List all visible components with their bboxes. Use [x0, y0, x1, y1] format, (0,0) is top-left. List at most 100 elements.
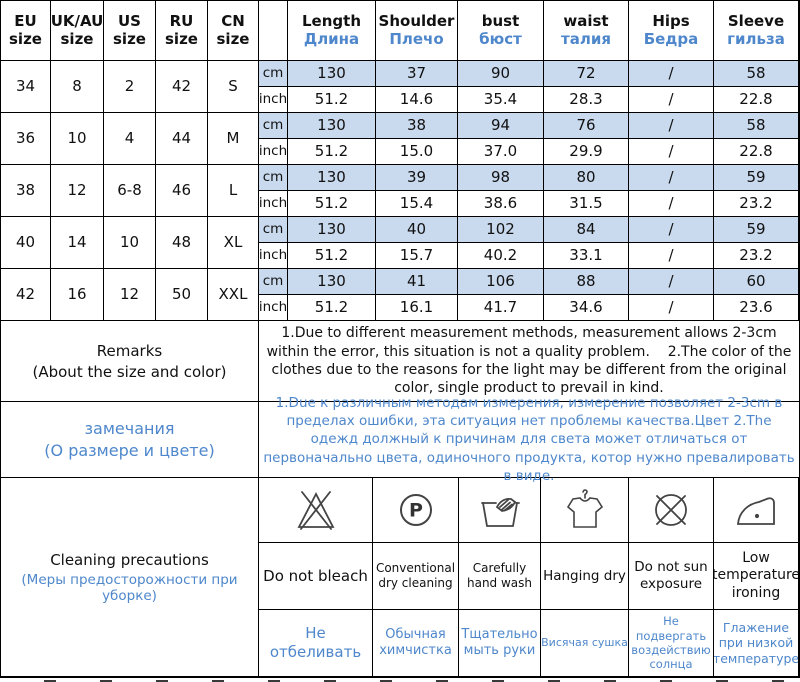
measurement-value: /	[629, 165, 714, 191]
remarks-ru-title: замечания	[84, 419, 175, 438]
size-id-cell: 42	[156, 61, 208, 113]
header-ru-size: RU size	[156, 1, 208, 61]
measurement-value: 15.0	[376, 139, 458, 165]
measurement-value: 39	[376, 165, 458, 191]
unit-label: inch	[259, 191, 288, 217]
header-waist-ru: талия	[561, 29, 611, 48]
measurement-value: /	[629, 269, 714, 295]
cleaning-label-en: Do not bleach	[259, 543, 373, 610]
measurement-value: 41.7	[458, 295, 544, 321]
unit-label: cm	[259, 217, 288, 243]
header-waist-en: waist	[563, 12, 609, 31]
measurement-value: 130	[288, 113, 376, 139]
size-id-cell: 48	[156, 217, 208, 269]
measurement-value: 51.2	[288, 295, 376, 321]
header-length-en: Length	[302, 12, 361, 31]
measurement-value: 98	[458, 165, 544, 191]
header-eu-size: EU size	[1, 1, 51, 61]
low-iron-icon	[714, 478, 799, 543]
cleaning-label-en: Do not sun exposure	[629, 543, 714, 610]
unit-label: cm	[259, 113, 288, 139]
size-id-cell: 2	[104, 61, 156, 113]
no-sun-exposure-icon	[629, 478, 714, 543]
measurement-value: 84	[544, 217, 629, 243]
header-sleeve-en: Sleeve	[727, 12, 785, 31]
size-id-cell: 6-8	[104, 165, 156, 217]
header-unit-spacer	[259, 1, 288, 61]
size-id-cell: 10	[51, 113, 104, 165]
size-id-cell: 50	[156, 269, 208, 321]
unit-label: cm	[259, 61, 288, 87]
unit-label: inch	[259, 87, 288, 113]
size-id-cell: 16	[51, 269, 104, 321]
remarks-ru-section: замечания (О размере и цвете) 1.Due к ра…	[1, 395, 799, 484]
cleaning-subtitle: (Меры предосторожности при уборке)	[21, 571, 238, 604]
measurement-value: 38.6	[458, 191, 544, 217]
measurement-value: /	[629, 295, 714, 321]
measurement-value: 80	[544, 165, 629, 191]
do-not-bleach-icon	[259, 478, 373, 543]
measurement-value: 51.2	[288, 191, 376, 217]
size-id-cell: 42	[1, 269, 51, 321]
header-bust-ru: бюст	[479, 29, 522, 48]
cropped-bottom-edge	[0, 678, 800, 682]
header-hips: Hips Бедра	[629, 1, 714, 61]
dry-clean-p-icon: P	[373, 478, 459, 543]
measurement-value: 130	[288, 165, 376, 191]
cleaning-grid: P	[259, 478, 799, 677]
measurement-value: 51.2	[288, 87, 376, 113]
measurement-value: /	[629, 191, 714, 217]
remarks-subtitle: (About the size and color)	[32, 362, 227, 381]
measurement-value: 34.6	[544, 295, 629, 321]
measurement-value: 22.8	[714, 139, 799, 165]
measurement-value: 58	[714, 61, 799, 87]
measurement-value: 37	[376, 61, 458, 87]
header-length: Length Длина	[288, 1, 376, 61]
size-id-cell: S	[208, 61, 259, 113]
size-id-cell: XL	[208, 217, 259, 269]
cleaning-label: Cleaning precautions (Меры предосторожно…	[1, 478, 259, 677]
header-shoulder-ru: Плечо	[389, 29, 444, 48]
cleaning-label-ru: Висячая сушка	[541, 610, 629, 677]
header-shoulder: Shoulder Плечо	[376, 1, 458, 61]
size-id-cell: 34	[1, 61, 51, 113]
measurement-value: 41	[376, 269, 458, 295]
header-hips-en: Hips	[652, 12, 690, 31]
measurement-value: 90	[458, 61, 544, 87]
measurement-value: 23.2	[714, 191, 799, 217]
header-waist: waist талия	[544, 1, 629, 61]
remarks-section: Remarks (About the size and color) 1.Due…	[1, 321, 799, 402]
header-shoulder-en: Shoulder	[378, 12, 455, 31]
header-sleeve-ru: гильза	[727, 29, 785, 48]
size-id-cell: 36	[1, 113, 51, 165]
measurement-value: 40.2	[458, 243, 544, 269]
size-id-cell: XXL	[208, 269, 259, 321]
size-id-cell: 44	[156, 113, 208, 165]
measurement-value: /	[629, 61, 714, 87]
cleaning-label-en: Carefully hand wash	[459, 543, 541, 610]
header-bust: bust бюст	[458, 1, 544, 61]
measurement-value: 33.1	[544, 243, 629, 269]
cleaning-label-en: Low temperature ironing	[714, 543, 799, 610]
measurement-value: /	[629, 87, 714, 113]
measurement-value: /	[629, 113, 714, 139]
cleaning-label-en: Hanging dry	[541, 543, 629, 610]
measurement-value: 22.8	[714, 87, 799, 113]
measurement-value: 59	[714, 217, 799, 243]
dry-clean-p-letter: P	[409, 500, 423, 522]
header-sleeve: Sleeve гильза	[714, 1, 799, 61]
measurement-value: 51.2	[288, 139, 376, 165]
header-bust-en: bust	[481, 12, 520, 31]
measurement-value: /	[629, 139, 714, 165]
measurement-value: 14.6	[376, 87, 458, 113]
size-id-cell: 40	[1, 217, 51, 269]
remarks-title: Remarks	[96, 341, 163, 360]
cleaning-label-ru: Обычная химчистка	[373, 610, 459, 677]
measurement-value: 31.5	[544, 191, 629, 217]
cleaning-label-ru: Глажение при низкой температуре	[714, 610, 799, 677]
measurement-value: 130	[288, 61, 376, 87]
measurement-value: 37.0	[458, 139, 544, 165]
cleaning-label-ru: Не отбеливать	[259, 610, 373, 677]
remarks-ru-subtitle: (О размере и цвете)	[44, 441, 215, 460]
remarks-label: Remarks (About the size and color)	[1, 321, 259, 402]
